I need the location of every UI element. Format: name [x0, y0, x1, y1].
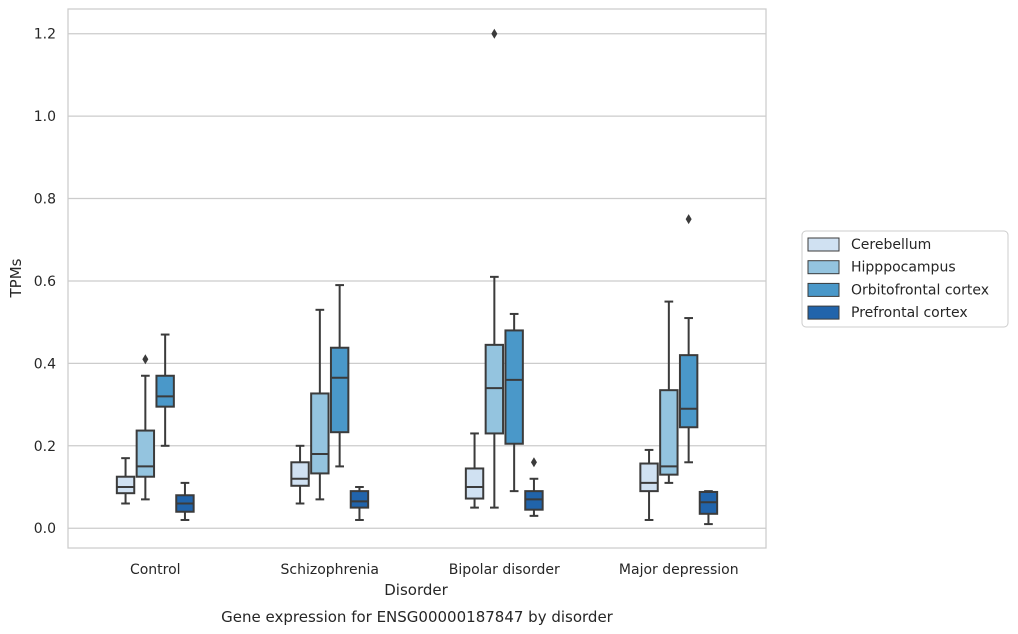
- outlier-point: [142, 354, 149, 365]
- box: [310, 392, 330, 475]
- y-tick-label: 1.2: [34, 27, 56, 43]
- box-plot: [639, 448, 659, 521]
- box: [349, 490, 370, 509]
- box: [464, 467, 485, 500]
- y-tick-label: 1.0: [34, 109, 56, 125]
- legend-label: Orbitofrontal cortex: [851, 282, 989, 298]
- box-plot: [698, 490, 719, 526]
- box: [659, 389, 679, 476]
- x-tick-label: Major depression: [619, 562, 739, 578]
- legend: Cerebellum Hipppocampus Orbitofrontal cort…: [801, 230, 1009, 328]
- plot-frame: [67, 8, 767, 549]
- grid: [68, 33, 766, 529]
- box: [115, 475, 136, 495]
- legend-frame: [801, 230, 1009, 328]
- box-plot: [155, 333, 175, 447]
- legend-swatch: [807, 237, 840, 252]
- x-tick-label: Bipolar disorder: [449, 562, 560, 578]
- outlier-point: [491, 28, 498, 39]
- box-plot: [678, 214, 699, 464]
- legend-swatch: [807, 305, 840, 320]
- y-tick-label: 0.8: [34, 192, 56, 208]
- y-tick-label: 0.6: [34, 274, 56, 290]
- y-axis-label: TPMs: [7, 258, 25, 298]
- outlier-point: [530, 457, 537, 468]
- legend-swatch: [807, 282, 840, 297]
- legend-label: Hipppocampus: [851, 260, 956, 276]
- x-axis-label: Disorder: [384, 581, 448, 599]
- box: [639, 462, 659, 493]
- box: [484, 343, 505, 435]
- box-plots: [115, 28, 719, 526]
- box-plot: [290, 444, 310, 505]
- box: [329, 346, 350, 434]
- outlier-point: [685, 214, 692, 225]
- box: [135, 429, 156, 478]
- x-tick-label: Schizophrenia: [281, 562, 379, 578]
- box-plot: [135, 354, 156, 501]
- box-plot: [115, 457, 136, 505]
- box: [504, 329, 524, 445]
- box-plot: [329, 284, 350, 468]
- box-plot: [659, 300, 679, 484]
- box-plot: [464, 432, 485, 509]
- box-plot: [175, 481, 195, 521]
- box: [524, 490, 544, 511]
- legend-label: Prefrontal cortex: [851, 305, 968, 321]
- box-plot: [524, 457, 544, 517]
- legend-label: Cerebellum: [851, 237, 931, 253]
- box: [290, 461, 310, 487]
- y-tick-label: 0.0: [34, 521, 56, 537]
- box-plot: [484, 28, 505, 509]
- chart-title: Gene expression for ENSG00000187847 by d…: [221, 608, 614, 626]
- y-tick-label: 0.4: [34, 356, 56, 372]
- y-tick-labels: 0.0 0.2 0.4 0.6 0.8 1.0 1.2: [34, 27, 56, 537]
- box: [155, 374, 175, 408]
- x-tick-label: Control: [130, 562, 181, 578]
- x-tick-labels: Control Schizophrenia Bipolar disorder Majo…: [130, 562, 739, 578]
- box-plot: [310, 308, 330, 501]
- y-tick-label: 0.2: [34, 439, 56, 455]
- box-plot: [349, 486, 370, 521]
- box: [678, 354, 699, 429]
- box-plot: [504, 312, 524, 493]
- legend-swatch: [807, 260, 840, 275]
